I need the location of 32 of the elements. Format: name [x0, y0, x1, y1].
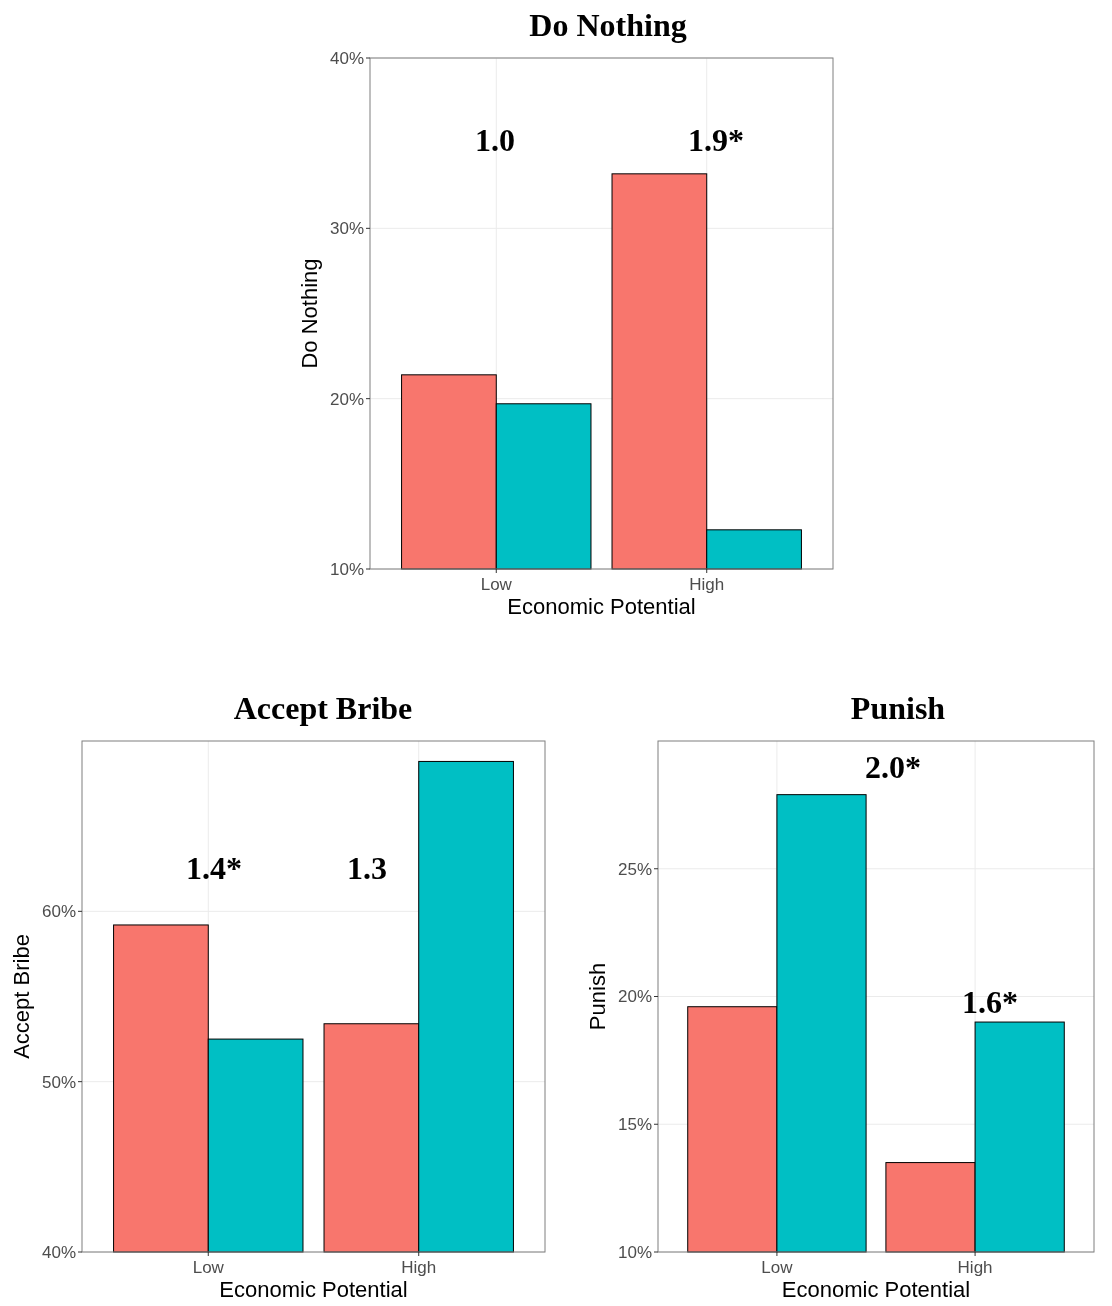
x-tick-label: High	[401, 1258, 437, 1277]
y-tick-label: 10%	[617, 1242, 652, 1262]
y-axis-title: Do Nothing	[297, 258, 322, 369]
y-tick-label: 20%	[617, 987, 652, 1007]
chart-title: Accept Bribe	[233, 690, 413, 726]
x-tick-label: High	[957, 1258, 993, 1277]
chart-title: Punish	[850, 690, 946, 726]
y-tick-label: 60%	[41, 902, 76, 922]
y-tick-label: 30%	[329, 219, 364, 239]
annotation: 1.0	[475, 122, 515, 159]
x-axis-title: Economic Potential	[781, 1277, 971, 1302]
x-tick-label: Low	[192, 1258, 225, 1277]
x-axis-title: Economic Potential	[507, 594, 696, 619]
y-tick-label: 15%	[617, 1115, 652, 1135]
annotation: 1.9*	[688, 122, 744, 159]
y-tick-label: 50%	[41, 1072, 76, 1092]
x-tick-label: High	[689, 575, 725, 594]
x-tick-label: Low	[480, 575, 513, 594]
chart-title: Do Nothing	[529, 7, 687, 43]
annotation: 1.3	[347, 850, 387, 887]
y-tick-label: 25%	[617, 859, 652, 879]
y-tick-label: 10%	[329, 559, 364, 579]
annotation: 2.0*	[865, 749, 921, 786]
y-tick-label: 40%	[329, 48, 364, 68]
y-tick-label: 20%	[329, 389, 364, 409]
y-axis-title: Punish	[585, 962, 610, 1031]
x-tick-label: Low	[761, 1258, 794, 1277]
annotation: 1.6*	[962, 984, 1018, 1021]
annotation: 1.4*	[186, 850, 242, 887]
y-tick-label: 40%	[41, 1242, 76, 1262]
x-axis-title: Economic Potential	[219, 1277, 408, 1302]
y-axis-title: Accept Bribe	[9, 934, 34, 1059]
